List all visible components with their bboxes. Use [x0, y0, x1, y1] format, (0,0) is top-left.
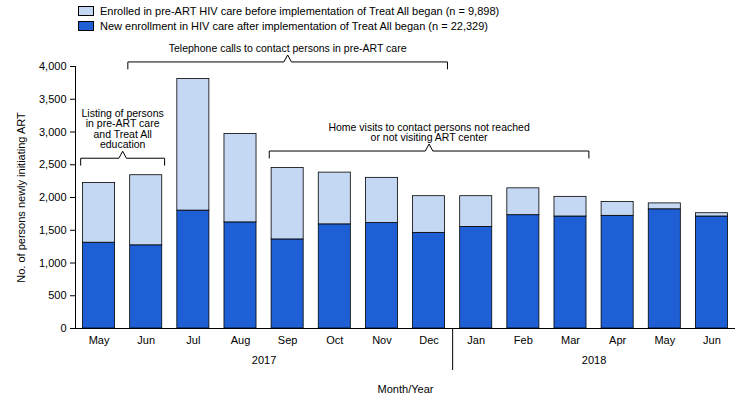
svg-text:Jan: Jan: [467, 334, 485, 346]
svg-text:Oct: Oct: [326, 334, 343, 346]
svg-text:1,000: 1,000: [39, 257, 67, 269]
svg-text:May: May: [89, 334, 110, 346]
svg-text:Home visits to contact persons: Home visits to contact persons not reach…: [328, 121, 530, 143]
svg-text:3,000: 3,000: [39, 126, 67, 138]
svg-text:Nov: Nov: [372, 334, 392, 346]
svg-text:Dec: Dec: [419, 334, 439, 346]
svg-text:3,500: 3,500: [39, 93, 67, 105]
svg-text:Jun: Jun: [137, 334, 155, 346]
svg-text:Jul: Jul: [186, 334, 200, 346]
svg-text:Feb: Feb: [514, 334, 533, 346]
svg-text:Aug: Aug: [231, 334, 251, 346]
svg-text:Mar: Mar: [561, 334, 580, 346]
svg-text:2018: 2018: [582, 354, 606, 366]
svg-text:Listing of personsin pre-ART c: Listing of personsin pre-ART careand Tre…: [81, 107, 163, 151]
svg-text:Sep: Sep: [278, 334, 298, 346]
svg-text:Month/Year: Month/Year: [378, 383, 434, 395]
svg-text:No. of persons newly initiatin: No. of persons newly initiating ART: [15, 112, 27, 283]
html-text:Enrolled in pre-ART HIV care b: Enrolled in pre-ART HIV care before impl…: [100, 4, 500, 17]
svg-text:2017: 2017: [252, 354, 276, 366]
svg-text:Telephone calls to contact per: Telephone calls to contact persons in pr…: [169, 42, 407, 54]
svg-text:Jun: Jun: [703, 334, 721, 346]
svg-text:1,500: 1,500: [39, 224, 67, 236]
svg-text:500: 500: [48, 289, 66, 301]
svg-text:Apr: Apr: [609, 334, 626, 346]
svg-text:2,500: 2,500: [39, 158, 67, 170]
html-text:New enrollment in HIV care aft: New enrollment in HIV care after impleme…: [100, 19, 488, 32]
svg-text:2,000: 2,000: [39, 191, 67, 203]
svg-text:0: 0: [60, 322, 66, 334]
svg-text:May: May: [654, 334, 675, 346]
svg-text:4,000: 4,000: [39, 60, 67, 72]
